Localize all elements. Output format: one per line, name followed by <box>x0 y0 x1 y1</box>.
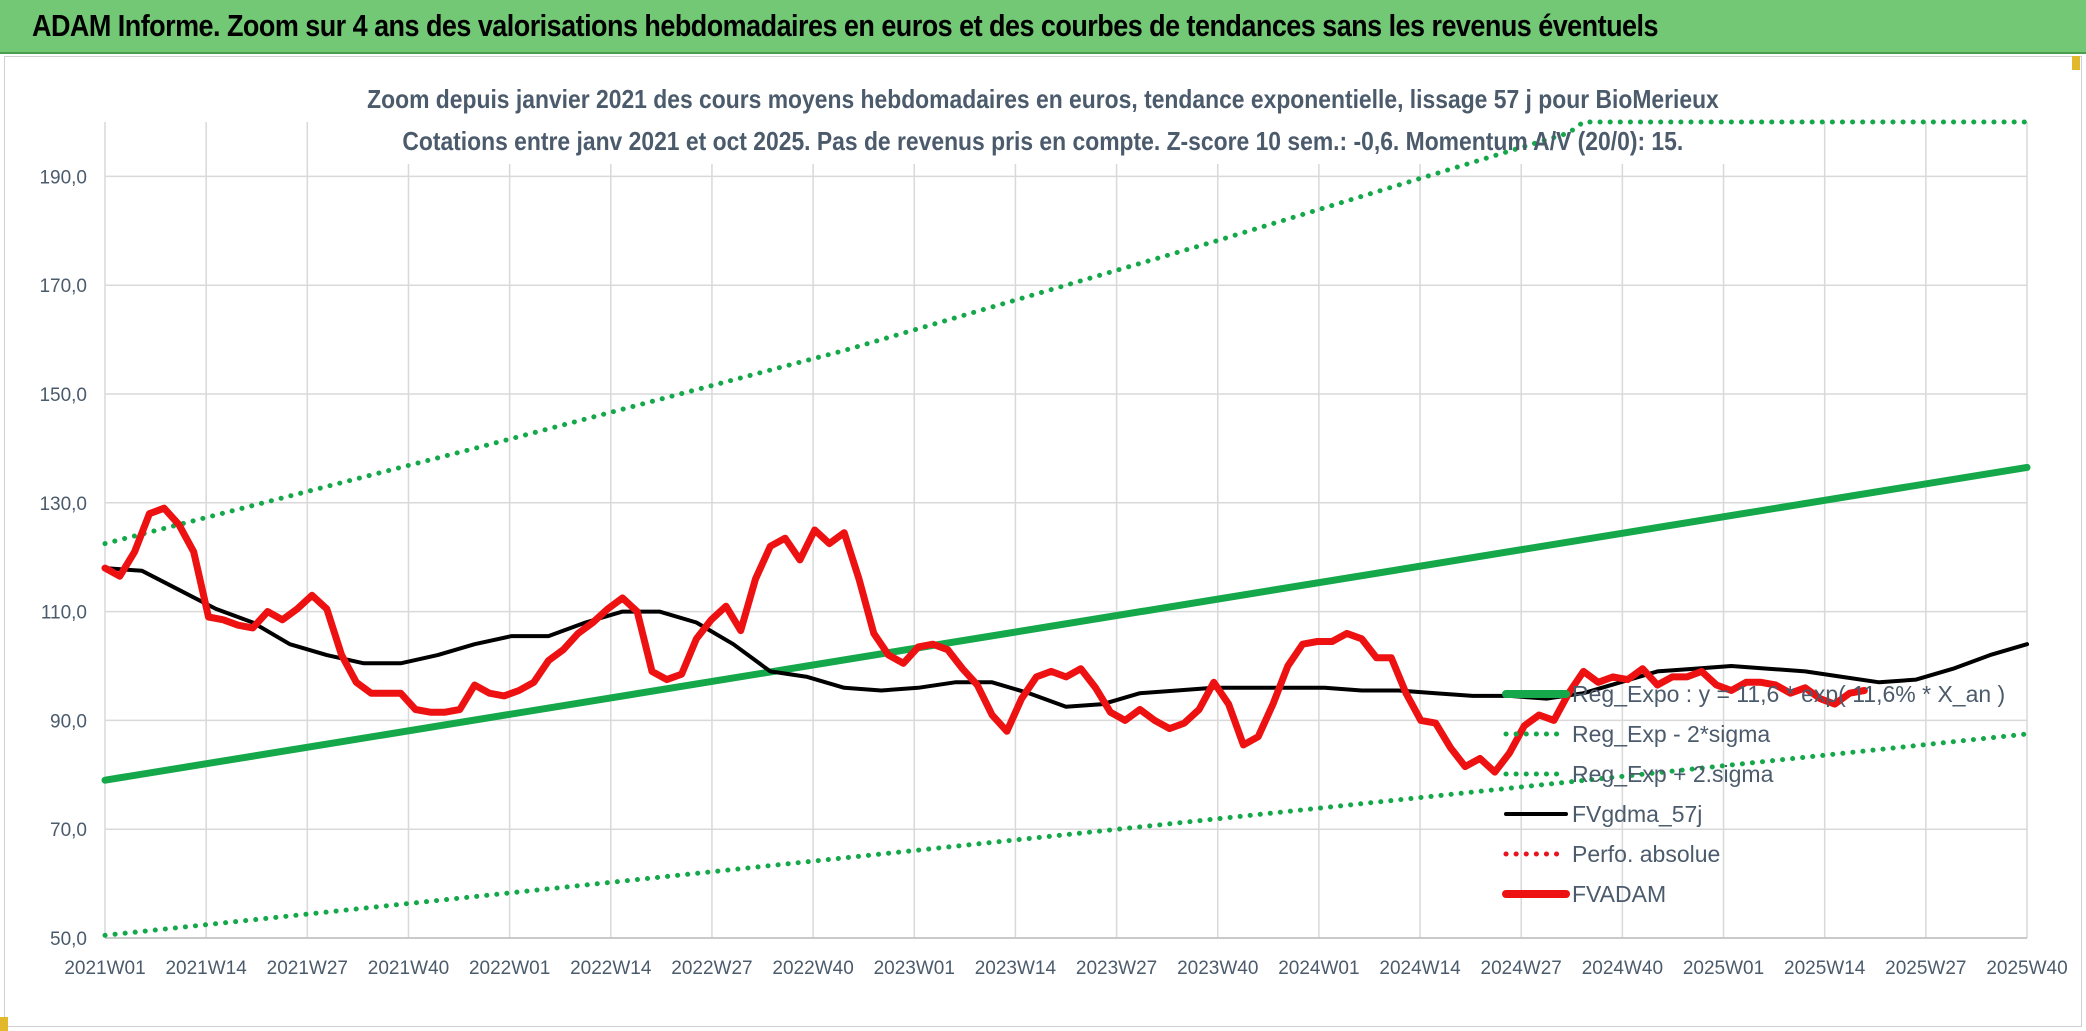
y-tick-label: 70,0 <box>50 820 87 841</box>
x-tick-label: 2022W14 <box>570 958 652 979</box>
legend-label: Reg_Expo : y = 11,6 * exp( 11,6% * X_an … <box>1572 681 2005 707</box>
legend-label: Reg_Exp - 2*sigma <box>1572 721 1770 747</box>
report-banner: ADAM Informe. Zoom sur 4 ans des valoris… <box>0 0 2086 54</box>
x-tick-label: 2021W27 <box>267 958 348 979</box>
y-tick-label: 90,0 <box>50 711 87 732</box>
x-tick-label: 2025W27 <box>1885 958 1966 979</box>
legend-label: FVgdma_57j <box>1572 801 1702 827</box>
chart-frame <box>4 56 2082 1027</box>
series-line-2 <box>102 119 2030 547</box>
series-line-0 <box>101 463 2031 784</box>
legend-label: Perfo. absolue <box>1572 841 1720 867</box>
series-line-1 <box>102 731 2030 938</box>
y-tick-label: 110,0 <box>41 603 87 624</box>
x-tick-label: 2025W40 <box>1986 958 2067 979</box>
series-line-5 <box>101 504 1868 776</box>
x-tick-label: 2024W01 <box>1278 958 1359 979</box>
banner-title: ADAM Informe. Zoom sur 4 ans des valoris… <box>32 8 1658 43</box>
corner-accent-bottom-left <box>0 1017 8 1031</box>
series-line-3 <box>103 566 2029 709</box>
y-tick-label: 150,0 <box>39 385 87 406</box>
corner-accent-top-right <box>2072 56 2080 70</box>
x-tick-label: 2023W40 <box>1177 958 1258 979</box>
chart-subtitle: Cotations entre janv 2021 et oct 2025. P… <box>402 126 1684 156</box>
x-tick-label: 2025W14 <box>1784 958 1866 979</box>
y-tick-label: 170,0 <box>39 276 87 297</box>
title-backdrop <box>330 80 1760 164</box>
x-tick-label: 2023W01 <box>874 958 955 979</box>
x-tick-label: 2021W14 <box>165 958 247 979</box>
x-tick-label: 2022W40 <box>772 958 853 979</box>
x-tick-label: 2021W40 <box>368 958 449 979</box>
legend-label: FVADAM <box>1572 881 1666 907</box>
y-tick-label: 50,0 <box>50 929 87 950</box>
x-tick-label: 2023W14 <box>975 958 1057 979</box>
x-tick-label: 2021W01 <box>64 958 145 979</box>
y-tick-label: 130,0 <box>39 494 87 515</box>
x-tick-label: 2025W01 <box>1683 958 1764 979</box>
x-tick-label: 2023W27 <box>1076 958 1157 979</box>
legend-label: Reg_Exp + 2.sigma <box>1572 761 1774 787</box>
x-tick-label: 2022W27 <box>671 958 752 979</box>
x-tick-label: 2024W40 <box>1582 958 1663 979</box>
chart-title: Zoom depuis janvier 2021 des cours moyen… <box>367 84 1719 114</box>
x-tick-label: 2024W14 <box>1379 958 1461 979</box>
x-tick-label: 2024W27 <box>1481 958 1562 979</box>
x-tick-label: 2022W01 <box>469 958 550 979</box>
y-tick-label: 190,0 <box>39 167 87 188</box>
